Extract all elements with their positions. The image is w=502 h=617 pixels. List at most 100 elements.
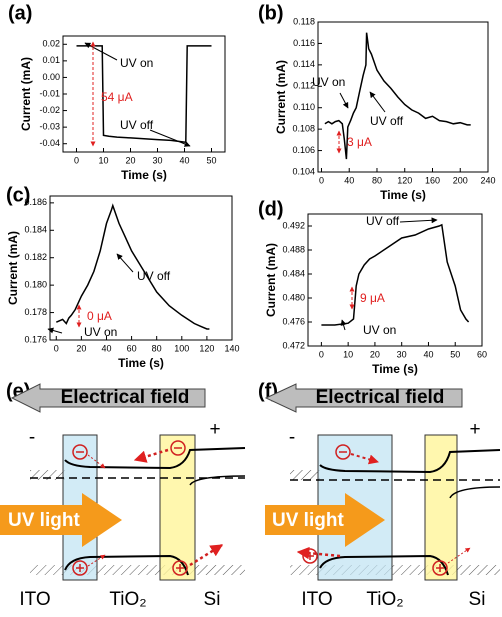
- valence-band: [64, 554, 189, 576]
- interface-layer: [424, 434, 458, 581]
- y-tick-label: 0.476: [282, 316, 305, 326]
- x-tick-label: 60: [127, 343, 137, 353]
- x-tick-label: 30: [152, 155, 162, 165]
- uv-arrow: [265, 493, 385, 547]
- x-tick-label: 50: [450, 349, 460, 359]
- si-band: [449, 486, 501, 499]
- panel: (b) 0 40 80 120 160 200 240 0.104 0.106 0.108 0.110…: [258, 2, 496, 202]
- plot-frame: [62, 35, 226, 153]
- y-tick-label: 0.01: [42, 55, 60, 65]
- x-tick-label: 40: [101, 343, 111, 353]
- x-tick-label: 120: [199, 343, 214, 353]
- x-tick-label: 140: [224, 343, 239, 353]
- y-tick-label: 0.104: [292, 166, 315, 176]
- x-tick-label: 80: [152, 343, 162, 353]
- y-tick-label: 0.106: [292, 145, 315, 155]
- diagram-e: (e) Electrical field - + UV light ITO Ti…: [0, 380, 246, 610]
- x-tick-label: 20: [76, 343, 86, 353]
- hole: [172, 560, 188, 576]
- data-line: [55, 203, 210, 330]
- plus: +: [469, 419, 480, 440]
- x-tick-label: 20: [125, 155, 135, 165]
- x-tick-label: 20: [370, 349, 380, 359]
- panel: (c) 0 20 40 60 80 100 120 140 0.176 0.178 0.180 0.18…: [6, 184, 240, 370]
- y-tick-label: 0.182: [24, 252, 47, 262]
- valence-fill: [30, 565, 245, 575]
- layer-label: Si: [204, 589, 221, 610]
- y-axis-label: Current (mA): [6, 231, 20, 305]
- carrier-arrow: [296, 546, 341, 560]
- y-axis-label: Current (mA): [274, 60, 288, 134]
- layer-label: ITO: [301, 589, 332, 610]
- metal: [30, 470, 65, 480]
- y-tick-label: -0.04: [39, 138, 60, 148]
- annotation: UV off: [120, 118, 154, 132]
- electron: [72, 444, 88, 460]
- y-tick-label: 0.492: [282, 220, 305, 230]
- panel-label: (a): [8, 2, 32, 24]
- panel: (d) 0 10 20 30 40 50 60 0.472 0.476 0.480 0.484 0.48…: [258, 198, 487, 376]
- electron: [170, 440, 186, 456]
- x-tick-label: 160: [425, 175, 440, 185]
- annotation-arrow: [339, 92, 349, 109]
- panel-label: (d): [258, 198, 284, 220]
- data-line: [76, 45, 212, 143]
- y-tick-label: -0.03: [39, 122, 60, 132]
- hole: [72, 560, 88, 576]
- annotation-arrow: [340, 319, 347, 331]
- annotation: UV on: [363, 323, 396, 337]
- annotation: UV off: [370, 114, 404, 128]
- y-tick-label: 0.02: [42, 39, 60, 49]
- y-axis-label: Current (mA): [264, 243, 278, 317]
- plot-frame: [49, 195, 233, 341]
- y-tick-label: 0.00: [42, 72, 60, 82]
- y-tick-label: 0.114: [293, 59, 315, 69]
- x-tick-label: 80: [372, 175, 382, 185]
- carrier-arrow: [447, 547, 471, 564]
- x-tick-label: 200: [453, 175, 468, 185]
- y-tick-label: 0.484: [282, 268, 305, 278]
- field-label: Electrical field: [61, 387, 190, 408]
- uv-label: UV light: [272, 510, 344, 531]
- field-arrow: [264, 383, 463, 413]
- valence-fill: [290, 565, 500, 575]
- x-tick-label: 10: [343, 349, 353, 359]
- y-tick-label: -0.02: [39, 105, 60, 115]
- x-tick-label: 40: [423, 349, 433, 359]
- panel-label: (c): [6, 184, 30, 206]
- annotation: 54 μA: [101, 90, 133, 104]
- layer-label: Si: [469, 589, 486, 610]
- carrier-arrow: [87, 454, 106, 469]
- plot-frame: [307, 213, 483, 347]
- valence-band: [319, 554, 449, 576]
- carrier-arrow: [87, 554, 106, 567]
- x-tick-label: 30: [397, 349, 407, 359]
- electron: [335, 444, 351, 460]
- annotation: 0 μA: [87, 309, 112, 323]
- x-axis-label: Time (s): [380, 188, 426, 202]
- y-tick-label: 0.176: [24, 334, 47, 344]
- x-tick-label: 40: [179, 155, 189, 165]
- x-tick-label: 40: [344, 175, 354, 185]
- data-line: [321, 223, 470, 326]
- y-tick-label: 0.118: [293, 16, 315, 26]
- annotation-arrow: [84, 42, 118, 61]
- y-tick-label: 0.488: [282, 244, 305, 254]
- x-tick-label: 240: [480, 175, 495, 185]
- conduction-band: [64, 447, 246, 470]
- conduction-band: [319, 449, 501, 474]
- x-axis-label: Time (s): [118, 356, 164, 370]
- annotation: UV on: [312, 75, 345, 89]
- carrier-arrow: [350, 453, 379, 465]
- y-tick-label: 0.180: [24, 280, 47, 290]
- annotation: UV on: [120, 56, 153, 70]
- y-tick-label: 0.472: [282, 340, 305, 350]
- uv-label: UV light: [8, 510, 80, 531]
- annotation: UV on: [84, 325, 117, 339]
- field-label: Electrical field: [316, 387, 445, 408]
- x-tick-label: 100: [174, 343, 189, 353]
- y-axis-label: Current (mA): [19, 57, 33, 131]
- layer-label: TiO₂: [366, 589, 403, 610]
- x-tick-label: 120: [397, 175, 412, 185]
